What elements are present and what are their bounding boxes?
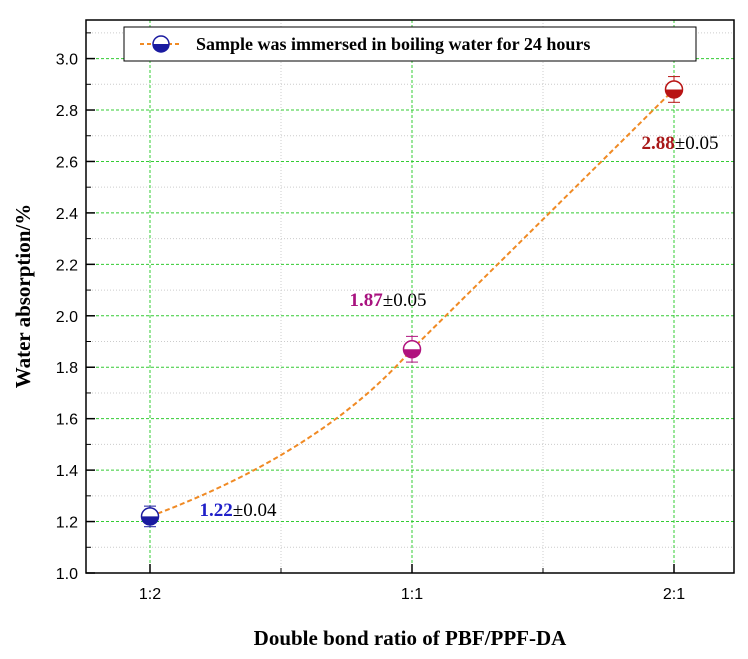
marker-fill bbox=[153, 44, 169, 52]
legend-symbol bbox=[152, 35, 170, 53]
y-tick-label: 1.0 bbox=[56, 566, 78, 583]
marker-fill bbox=[141, 516, 159, 525]
data-labels: 1.22±0.041.87±0.052.88±0.05 bbox=[200, 133, 719, 521]
legend-box bbox=[123, 26, 697, 62]
data-point bbox=[402, 339, 422, 359]
legend-entry: Sample was immersed in boiling water for… bbox=[196, 34, 590, 54]
data-label: 2.88±0.05 bbox=[642, 133, 719, 154]
legend-marker bbox=[152, 35, 170, 53]
data-point bbox=[140, 507, 160, 526]
data-label: 1.87±0.05 bbox=[350, 290, 427, 311]
data-markers bbox=[140, 80, 684, 526]
y-tick-label: 2.2 bbox=[56, 257, 78, 274]
y-tick-label: 1.8 bbox=[56, 360, 78, 377]
data-label-value: 1.22 bbox=[200, 500, 233, 521]
tick-labels: 1.0 1.2 1.4 1.6 1.8 2.0 2.2 2.4 2.6 2.8 3.0 1:2 1:1 2… bbox=[56, 52, 685, 603]
x-tick-label: 1:1 bbox=[401, 586, 423, 603]
data-label-value: 2.88 bbox=[642, 133, 675, 154]
x-tick-label: 2:1 bbox=[663, 586, 685, 603]
y-tick-label: 2.8 bbox=[56, 103, 78, 120]
data-point bbox=[664, 80, 684, 99]
y-tick-label: 2.4 bbox=[56, 206, 78, 223]
marker-fill bbox=[403, 349, 421, 358]
data-label-value: 1.87 bbox=[350, 290, 384, 311]
axis-ticks bbox=[86, 32, 675, 574]
data-label: 1.22±0.04 bbox=[200, 500, 277, 521]
y-tick-label: 1.6 bbox=[56, 412, 78, 429]
y-tick-label: 2.0 bbox=[56, 309, 78, 326]
data-label-error: ±0.05 bbox=[383, 290, 427, 311]
x-tick-label: 1:2 bbox=[139, 586, 161, 603]
plot-frame bbox=[85, 19, 735, 574]
y-tick-label: 1.2 bbox=[56, 515, 78, 532]
legend: Sample was immersed in boiling water for… bbox=[123, 26, 697, 62]
y-axis-title: Water absorption/% bbox=[11, 204, 35, 389]
data-label-error: ±0.04 bbox=[233, 500, 277, 521]
y-tick-label: 1.4 bbox=[56, 463, 78, 480]
data-label-error: ±0.05 bbox=[675, 133, 719, 154]
marker-fill bbox=[665, 89, 683, 98]
y-tick-label: 3.0 bbox=[56, 52, 78, 69]
y-tick-label: 2.6 bbox=[56, 154, 78, 171]
x-axis-title: Double bond ratio of PBF/PPF-DA bbox=[254, 626, 567, 650]
